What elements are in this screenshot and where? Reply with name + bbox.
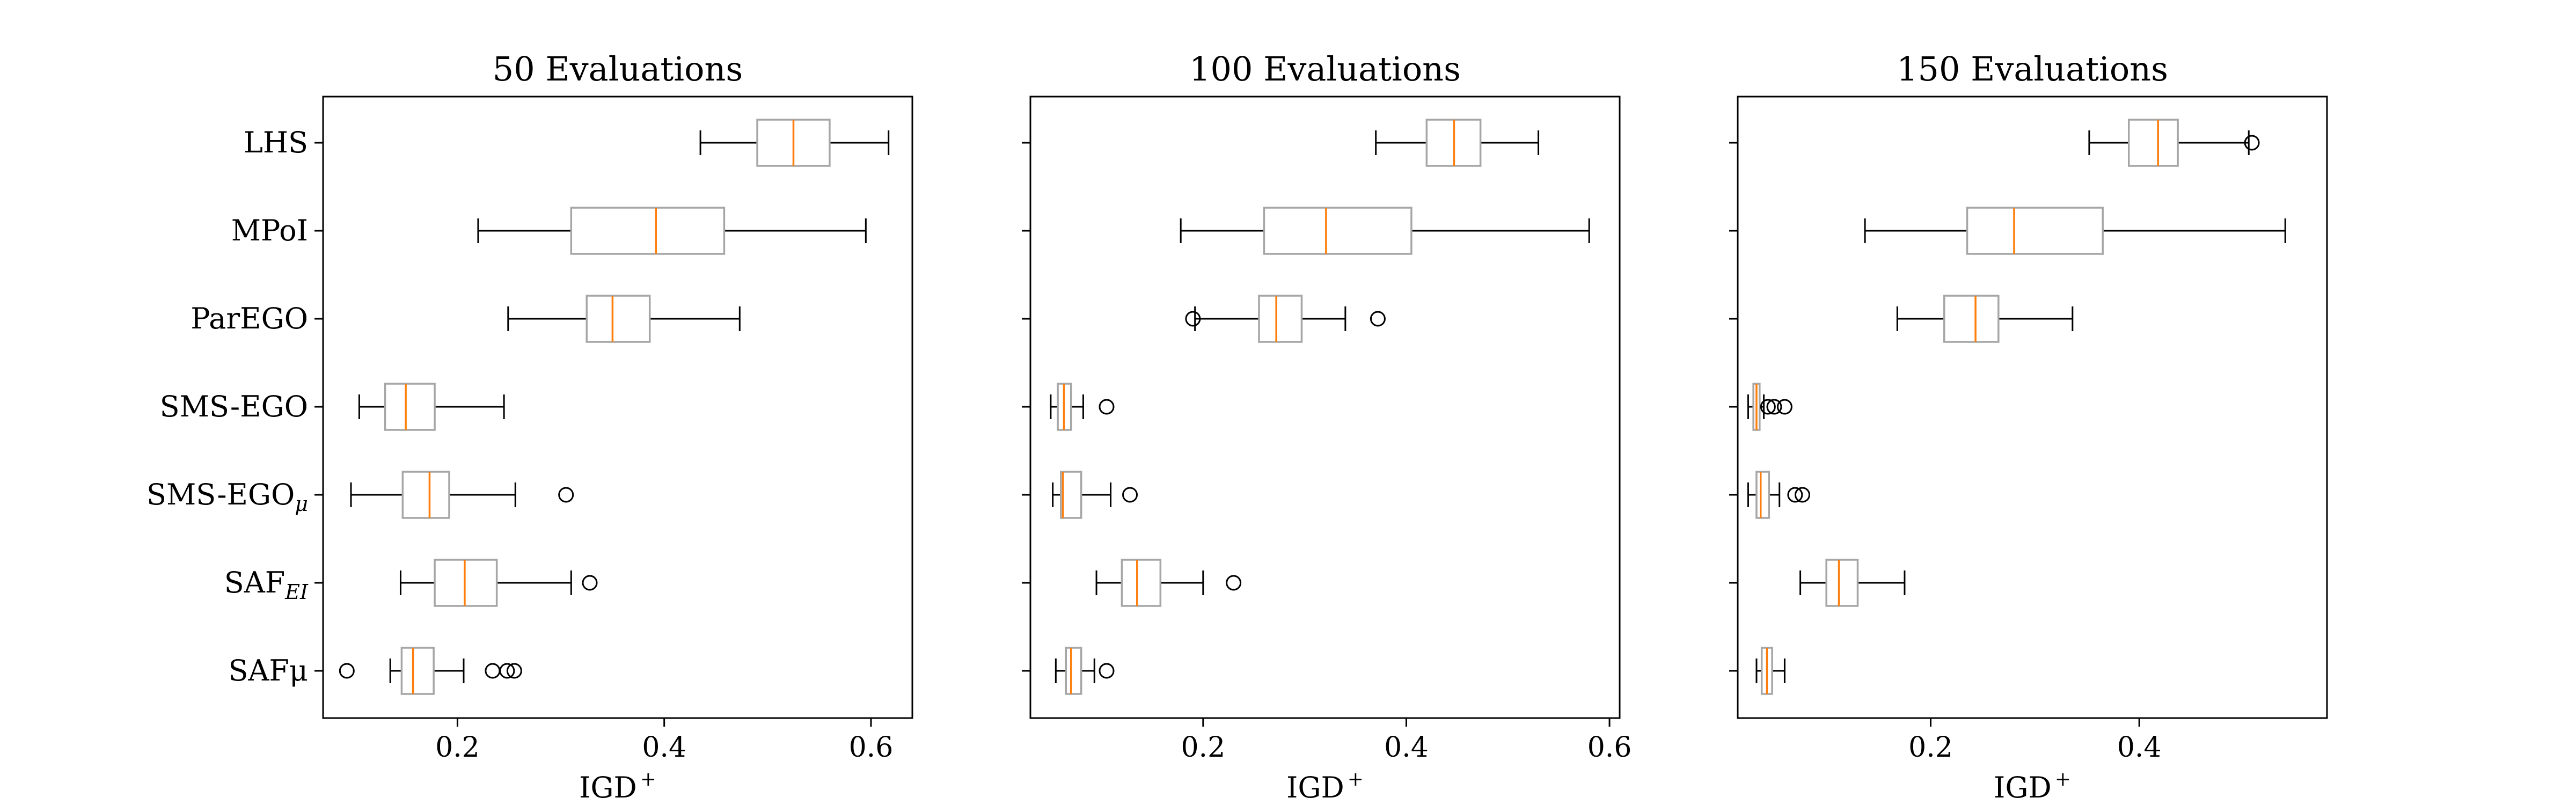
iqr-box [1121, 559, 1162, 607]
panel-3: 150 Evaluations 0.2 0.4 IGD + [1729, 49, 2328, 804]
box-2 [477, 207, 867, 255]
outlier-point [1760, 399, 1776, 415]
category-label: SAFμ [228, 654, 308, 687]
outlier-point [499, 663, 515, 679]
iqr-box [2128, 119, 2179, 167]
box-5 [1052, 471, 1138, 519]
iqr-box [586, 295, 651, 343]
outlier-point [339, 663, 355, 679]
box-2 [1180, 207, 1590, 255]
iqr-box [434, 559, 498, 607]
category-label: ParEGO [191, 302, 308, 335]
outlier-point [558, 487, 574, 503]
box-7 [1755, 647, 1785, 695]
box-6 [1799, 559, 1906, 607]
iqr-box [1263, 207, 1413, 255]
box-3 [1185, 295, 1386, 343]
outlier-point [1226, 575, 1242, 591]
outlier-point [1766, 399, 1782, 415]
outlier-point [485, 663, 501, 679]
iqr-box [401, 471, 450, 519]
outlier-point [582, 575, 598, 591]
x-axis-label: IGD + [579, 769, 656, 804]
iqr-box [1825, 559, 1859, 607]
box-1 [699, 119, 890, 167]
box-4 [358, 383, 505, 431]
box-2 [1864, 207, 2286, 255]
x-tick-label: 0.2 [1908, 731, 1953, 764]
outlier-point [1794, 487, 1810, 503]
iqr-box [1258, 295, 1303, 343]
plot-frame [1737, 96, 2328, 719]
iqr-box [1966, 207, 2104, 255]
box-6 [1095, 559, 1242, 607]
x-tick-label: 0.4 [1384, 731, 1429, 764]
iqr-box [1943, 295, 2000, 343]
panel-title: 50 Evaluations [493, 49, 743, 89]
box-3 [1896, 295, 2074, 343]
outlier-point [1787, 487, 1803, 503]
plot-frame [1029, 96, 1621, 719]
iqr-box [384, 383, 436, 431]
x-tick-label: 0.6 [1587, 731, 1632, 764]
panel-1: 50 Evaluations 0.2 0.4 0.6 IGD + LHS MPoI ParEGO… [147, 49, 913, 804]
panel-title: 150 Evaluations [1897, 49, 2168, 89]
category-label: LHS [244, 126, 308, 159]
iqr-box [1065, 647, 1082, 695]
category-label: MPoI [231, 214, 308, 247]
iqr-box [400, 647, 435, 695]
iqr-box [1060, 471, 1082, 519]
box-7 [339, 647, 522, 695]
box-5 [1747, 471, 1810, 519]
x-tick-label: 0.2 [1181, 731, 1225, 764]
panel-title: 100 Evaluations [1189, 49, 1461, 89]
category-label: SAFEI [224, 566, 309, 604]
x-axis-label: IGD + [1286, 769, 1364, 804]
x-tick-label: 0.4 [642, 731, 686, 764]
x-tick-label: 0.4 [2117, 731, 2162, 764]
x-tick-label: 0.2 [435, 731, 480, 764]
category-label: SMS-EGO [160, 390, 308, 423]
outlier-point [2244, 135, 2260, 151]
box-4 [1747, 383, 1792, 431]
x-tick-label: 0.6 [849, 731, 894, 764]
outlier-point [1776, 399, 1792, 415]
iqr-box [570, 207, 726, 255]
box-6 [399, 559, 598, 607]
iqr-box [1755, 471, 1770, 519]
outlier-point [1185, 311, 1201, 327]
box-7 [1055, 647, 1115, 695]
outlier-point [1099, 399, 1115, 415]
box-1 [1375, 119, 1540, 167]
category-label: SMS-EGOμ [147, 478, 308, 516]
outlier-point [1099, 663, 1115, 679]
panel-2: 100 Evaluations 0.2 0.4 0.6 IGD + [1022, 49, 1631, 804]
outlier-point [1122, 487, 1138, 503]
box-1 [2088, 119, 2260, 167]
box-3 [507, 295, 741, 343]
outlier-point [506, 663, 522, 679]
box-5 [350, 471, 574, 519]
x-axis-label: IGD + [1994, 769, 2071, 804]
box-4 [1050, 383, 1115, 431]
outlier-point [1370, 311, 1386, 327]
